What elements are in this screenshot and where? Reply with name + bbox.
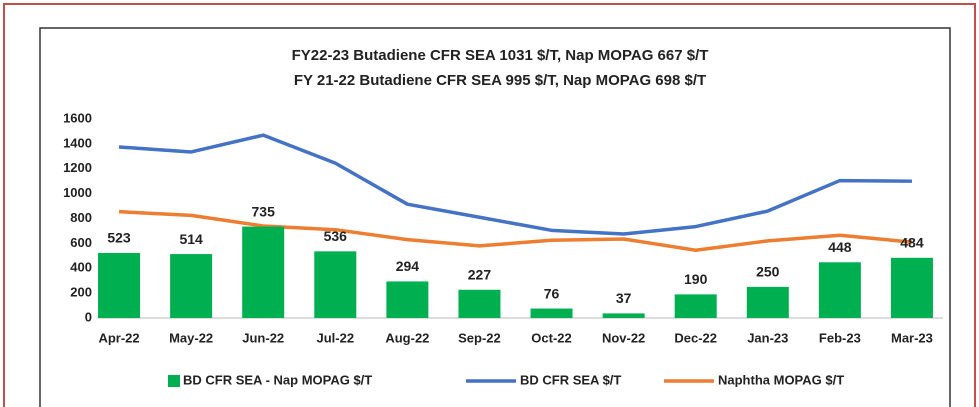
bar — [602, 313, 645, 318]
bar — [458, 289, 501, 318]
line — [118, 133, 912, 236]
bar — [674, 294, 717, 318]
x-tick-label: Mar-23 — [891, 330, 933, 345]
x-tick-label: Dec-22 — [674, 330, 717, 345]
x-tick-label: Jul-22 — [317, 330, 355, 345]
data-label: 190 — [684, 271, 708, 287]
x-tick-label: Sep-22 — [458, 330, 501, 345]
legend-label: Naphtha MOPAG $/T — [718, 372, 844, 387]
bar — [170, 254, 213, 318]
bar — [314, 251, 357, 318]
bar — [242, 226, 285, 318]
x-tick-label: Jun-22 — [242, 330, 284, 345]
data-label: 37 — [616, 290, 632, 306]
data-label: 227 — [468, 266, 492, 282]
data-label: 735 — [252, 203, 276, 219]
legend-label: BD CFR SEA - Nap MOPAG $/T — [183, 372, 372, 387]
chart-subtitle: FY 21-22 Butadiene CFR SEA 995 $/T, Nap … — [294, 72, 706, 89]
x-tick-label: Feb-23 — [819, 330, 861, 345]
bar — [530, 308, 573, 318]
y-tick-label: 400 — [70, 260, 92, 275]
y-tick-label: 0 — [85, 309, 92, 324]
data-label: 294 — [396, 258, 420, 274]
y-tick-label: 1000 — [63, 185, 92, 200]
line — [118, 209, 913, 252]
data-label: 484 — [900, 235, 924, 251]
bar — [98, 252, 141, 318]
bar — [386, 281, 429, 318]
y-tick-label: 200 — [70, 285, 92, 300]
data-label: 76 — [544, 285, 560, 301]
data-label: 250 — [756, 264, 780, 280]
bar — [890, 257, 933, 318]
legend-label: BD CFR SEA $/T — [520, 372, 621, 387]
legend-swatch — [168, 375, 180, 387]
data-label: 523 — [107, 230, 131, 246]
y-tick-label: 1600 — [63, 110, 92, 125]
chart-frame — [39, 27, 951, 407]
chart-title: FY22-23 Butadiene CFR SEA 1031 $/T, Nap … — [292, 47, 709, 64]
y-tick-label: 1400 — [63, 135, 92, 150]
x-tick-label: Oct-22 — [531, 330, 571, 345]
bar — [818, 262, 861, 318]
y-tick-label: 800 — [70, 210, 92, 225]
x-tick-label: May-22 — [169, 330, 213, 345]
bar — [746, 286, 789, 318]
data-label: 448 — [828, 239, 852, 255]
outer-frame — [3, 3, 976, 407]
data-label: 514 — [179, 231, 203, 247]
data-label: 536 — [324, 228, 348, 244]
x-tick-label: Apr-22 — [98, 330, 139, 345]
y-tick-label: 600 — [70, 235, 92, 250]
x-tick-label: Nov-22 — [602, 330, 645, 345]
x-tick-label: Jan-23 — [747, 330, 788, 345]
y-tick-label: 1200 — [63, 160, 92, 175]
x-tick-label: Aug-22 — [385, 330, 429, 345]
